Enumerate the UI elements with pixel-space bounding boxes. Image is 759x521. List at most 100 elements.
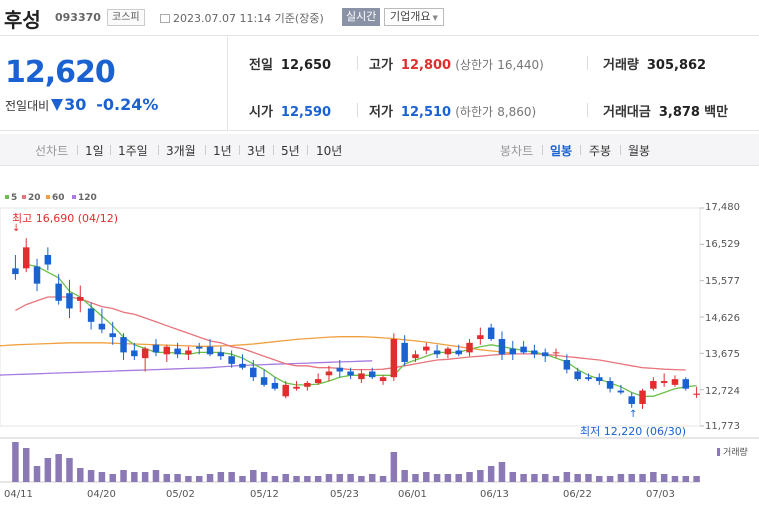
candle-body [358, 373, 365, 380]
candle-body [671, 379, 679, 385]
candle-body [509, 348, 517, 355]
volume-bar [563, 472, 571, 482]
volume-bar [195, 476, 203, 482]
tab-5y[interactable]: 5년 [281, 144, 300, 158]
low-annotation: 최저 12,220 (06/30) [580, 425, 687, 438]
x-tick: 04/20 [87, 489, 116, 500]
candle-body [282, 384, 289, 397]
candle-body [314, 379, 322, 383]
realtime-button[interactable]: 실시간 [342, 8, 381, 26]
candle-body [682, 379, 690, 389]
volume-bar [520, 474, 527, 482]
tab-1y[interactable]: 1년 [213, 144, 232, 158]
candle-body [206, 346, 214, 355]
volume-bar [109, 474, 116, 482]
candle-body [498, 339, 506, 355]
candle-body [293, 386, 300, 389]
volume-bar [498, 462, 506, 482]
candle-body [174, 348, 181, 355]
candle-body [379, 377, 387, 382]
volume-bar [509, 472, 517, 482]
volume-bar [412, 474, 419, 482]
candle-body [541, 352, 549, 357]
volume-bar [455, 474, 462, 482]
volume-bar [466, 472, 473, 482]
ma60-line [0, 336, 513, 354]
y-tick: 11,773 [705, 421, 740, 432]
candle-body [433, 350, 441, 355]
volume-bar [12, 442, 19, 482]
y-tick: 14,626 [705, 313, 740, 324]
tab-1d[interactable]: 1일 [85, 144, 104, 158]
volume-bar [379, 476, 387, 482]
volume-bar [185, 476, 192, 482]
candle-body [325, 371, 333, 376]
tab-1w[interactable]: 1주일 [118, 144, 148, 158]
volume-bar [33, 466, 41, 482]
candle-body [98, 323, 106, 330]
tab-3m[interactable]: 3개월 [166, 144, 196, 158]
volume-bar [44, 458, 52, 482]
volume-bar [650, 472, 657, 482]
volume-bar [617, 474, 625, 482]
volume-bar [293, 476, 300, 482]
volume-bar [487, 466, 495, 482]
volume-bar [120, 470, 127, 482]
volume-bar [77, 468, 84, 482]
x-tick: 05/23 [330, 489, 359, 500]
candle-body [606, 381, 614, 389]
x-tick: 04/11 [4, 489, 33, 500]
volume-bar [174, 474, 181, 482]
legend-ma60: 60 [46, 193, 65, 203]
volume-bar [541, 474, 549, 482]
volume-bar [368, 474, 376, 482]
candle-body [412, 354, 419, 359]
volume-bar [574, 474, 581, 482]
volume-bar [217, 472, 225, 482]
volume-bar [141, 472, 149, 482]
candle-body [141, 348, 149, 359]
candle-body [466, 342, 473, 353]
tab-daily[interactable]: 일봉 [550, 144, 573, 158]
candle-body [66, 293, 73, 309]
tab-10y[interactable]: 10년 [316, 144, 343, 158]
volume-bar [66, 458, 73, 482]
candle-body [531, 350, 538, 355]
stock-code: 093370 [55, 11, 101, 24]
volume-bar [660, 474, 668, 482]
x-tick: 05/12 [250, 489, 279, 500]
y-tick: 12,724 [705, 386, 740, 397]
volume-bar [22, 448, 30, 482]
x-tick: 06/13 [480, 489, 509, 500]
tab-monthly[interactable]: 월봉 [628, 144, 651, 158]
volume-bar [250, 470, 257, 482]
y-tick: 15,577 [705, 276, 740, 287]
volume-bar [163, 474, 171, 482]
candle-body [487, 327, 495, 340]
volume-bar [206, 474, 214, 482]
stock-name: 후성 [4, 8, 41, 32]
candle-body [552, 352, 560, 354]
candle-body [260, 377, 268, 385]
legend-ma5: 5 [5, 193, 17, 203]
candle-body [617, 390, 625, 393]
y-tick: 13,675 [705, 349, 740, 360]
change-value: 30 [64, 95, 87, 114]
x-tick: 06/22 [563, 489, 592, 500]
y-tick: 16,529 [705, 239, 740, 250]
candle-body [520, 346, 527, 353]
volume-bar [55, 454, 62, 482]
candle-body [477, 335, 484, 340]
tab-3y[interactable]: 3년 [247, 144, 266, 158]
x-tick: 05/02 [166, 489, 195, 500]
company-overview-dropdown[interactable]: 기업개요 ▼ [384, 8, 444, 26]
candle-body [131, 350, 138, 357]
volume-bar [131, 472, 138, 482]
price-panel: 12,620 전일대비 30 -0.24% [0, 37, 228, 131]
tab-weekly[interactable]: 주봉 [589, 144, 612, 158]
candle-body [228, 356, 235, 364]
candle-body [33, 266, 41, 284]
low-price: 저가 12,510 (하한가 8,860) [369, 105, 537, 120]
candle-body [650, 381, 657, 389]
